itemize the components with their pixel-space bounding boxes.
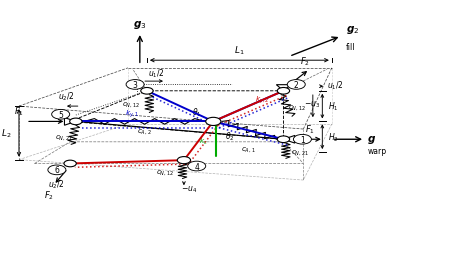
Text: $c_{N,12}$: $c_{N,12}$ <box>156 167 174 177</box>
Text: $H_2$: $H_2$ <box>328 131 338 144</box>
Text: $F_1$: $F_1$ <box>14 105 24 117</box>
Text: 6: 6 <box>55 166 59 175</box>
Text: $L_2$: $L_2$ <box>1 127 12 140</box>
Circle shape <box>206 118 221 126</box>
Text: $u_1/2$: $u_1/2$ <box>148 68 165 80</box>
Text: warp: warp <box>367 147 386 156</box>
Circle shape <box>277 136 290 143</box>
Circle shape <box>293 135 311 145</box>
Circle shape <box>64 161 76 167</box>
Text: $F_2$: $F_2$ <box>300 55 310 67</box>
Text: $k_c$: $k_c$ <box>199 136 208 146</box>
Text: $\theta_2$: $\theta_2$ <box>225 130 235 142</box>
Text: $c_{N,12}$: $c_{N,12}$ <box>121 100 140 109</box>
Text: $u_1/2$: $u_1/2$ <box>327 79 344 91</box>
Text: $c_{N,12}$: $c_{N,12}$ <box>288 102 307 111</box>
Text: $F_2$: $F_2$ <box>44 189 54 201</box>
Text: $F_1$: $F_1$ <box>305 123 315 135</box>
Circle shape <box>70 119 82 125</box>
Text: $c_{A,1}$: $c_{A,1}$ <box>241 144 256 153</box>
Circle shape <box>52 110 70 120</box>
Text: $\boldsymbol{g}_3$: $\boldsymbol{g}_3$ <box>133 19 146 30</box>
Text: $-u_4$: $-u_4$ <box>181 183 197 194</box>
Text: 5: 5 <box>58 110 63 119</box>
Text: fill: fill <box>346 43 356 52</box>
Circle shape <box>287 80 305 90</box>
Circle shape <box>141 88 153 95</box>
Text: 2: 2 <box>294 81 299 90</box>
Text: 3: 3 <box>133 81 137 90</box>
Circle shape <box>188 162 206 171</box>
Text: 1: 1 <box>300 135 305 144</box>
Text: $c_{A,2}$: $c_{A,2}$ <box>137 126 152 135</box>
Circle shape <box>126 80 144 90</box>
Text: $u_2/2$: $u_2/2$ <box>58 90 75 103</box>
Text: $c_{N,21}$: $c_{N,21}$ <box>55 133 73 142</box>
Circle shape <box>48 165 66 175</box>
Text: $k_{y,2}$: $k_{y,2}$ <box>255 94 270 105</box>
Text: 4: 4 <box>194 162 199 171</box>
Text: $\theta_1$: $\theta_1$ <box>192 106 201 119</box>
Circle shape <box>177 157 191 164</box>
Text: $k_{y,1}$: $k_{y,1}$ <box>125 108 140 119</box>
Circle shape <box>277 88 290 95</box>
Text: $u_2/2$: $u_2/2$ <box>47 178 64 190</box>
Text: $L_1$: $L_1$ <box>234 45 245 57</box>
Text: $\boldsymbol{g}_2$: $\boldsymbol{g}_2$ <box>346 24 359 36</box>
Text: $\boldsymbol{g}$: $\boldsymbol{g}$ <box>367 133 376 145</box>
Text: $H_1$: $H_1$ <box>328 100 338 113</box>
Text: $-u_3$: $-u_3$ <box>304 99 320 109</box>
Text: $c_{N,21}$: $c_{N,21}$ <box>291 148 309 157</box>
